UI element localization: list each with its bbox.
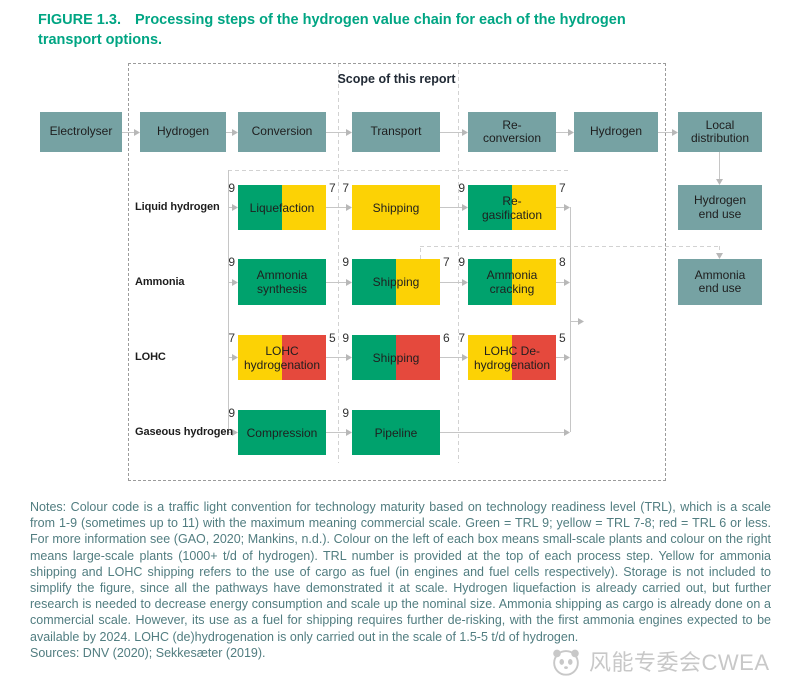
trl-number: 9	[228, 406, 235, 420]
chain-box-local-distribution: Local distribution	[678, 112, 762, 152]
trl-number: 7	[228, 331, 235, 345]
process-label: Re-gasification	[481, 193, 543, 222]
process-box-lohc-dehydrogenation: LOHC De-hydrogenation	[468, 335, 556, 380]
chain-box-label: Re-conversion	[482, 117, 542, 145]
trl-number: 9	[342, 255, 349, 269]
process-label: Ammonia synthesis	[256, 268, 308, 296]
row-label-gaseous-hydrogen: Gaseous hydrogen	[135, 426, 234, 438]
chain-box-label: Hydrogen	[589, 124, 643, 139]
trl-number: 7	[443, 255, 450, 269]
trl-number: 9	[342, 331, 349, 345]
chain-box-label: Conversion	[251, 124, 313, 139]
trl-number: 9	[458, 255, 465, 269]
trl-number: 5	[559, 331, 566, 345]
process-box-regasification: Re-gasification	[468, 185, 556, 230]
box-ammonia-end-use: Ammonia end use	[678, 259, 762, 305]
figure-number: FIGURE 1.3.	[38, 12, 121, 28]
figure-title-line2: transport options.	[38, 32, 163, 48]
chain-box-transport: Transport	[352, 112, 440, 152]
scope-box	[128, 63, 666, 481]
process-label: Ammonia cracking	[486, 268, 538, 296]
process-box-lohc-shipping: Shipping	[352, 335, 440, 380]
trl-number: 7	[458, 331, 465, 345]
chain-box-label: Electrolyser	[49, 124, 113, 139]
process-label: Shipping	[372, 275, 420, 289]
panda-logo-icon	[553, 649, 579, 676]
process-label: Pipeline	[374, 425, 418, 440]
end-use-label: Ammonia end use	[694, 267, 746, 295]
figure-sources: Sources: DNV (2020); Sekkesæter (2019).	[30, 645, 266, 660]
row-label-lohc: LOHC	[135, 351, 166, 363]
process-box-pipeline: Pipeline	[352, 410, 440, 455]
process-box-compression: Compression	[238, 410, 326, 455]
trl-number: 9	[342, 406, 349, 420]
trl-number: 9	[228, 255, 235, 269]
trl-number: 5	[329, 331, 336, 345]
process-label: LOHC hydrogenation	[243, 343, 321, 372]
chain-box-label: Transport	[370, 124, 422, 139]
process-box-lh2-shipping: Shipping	[352, 185, 440, 230]
watermark-text: 风能专委会CWEA	[589, 650, 770, 675]
process-box-lohc-hydrogenation: LOHC hydrogenation	[238, 335, 326, 380]
chain-box-hydrogen-2: Hydrogen	[574, 112, 658, 152]
box-hydrogen-end-use: Hydrogen end use	[678, 185, 762, 230]
chain-box-hydrogen: Hydrogen	[140, 112, 226, 152]
process-label: Liquefaction	[249, 200, 315, 215]
process-label: Compression	[246, 425, 318, 440]
figure-notes: Notes: Colour code is a traffic light co…	[30, 500, 771, 644]
trl-number: 8	[559, 255, 566, 269]
scope-label: Scope of this report	[337, 72, 456, 86]
chain-box-conversion: Conversion	[238, 112, 326, 152]
chain-box-label: Hydrogen	[156, 124, 210, 139]
notes-block: Notes: Colour code is a traffic light co…	[30, 499, 771, 661]
chain-box-reconversion: Re-conversion	[468, 112, 556, 152]
process-label: LOHC De-hydrogenation	[473, 343, 551, 372]
figure-title: FIGURE 1.3. Processing steps of the hydro…	[38, 10, 760, 50]
process-box-ammonia-shipping: Shipping	[352, 259, 440, 305]
figure-title-line1: Processing steps of the hydrogen value c…	[135, 12, 626, 28]
process-box-ammonia-synthesis: Ammonia synthesis	[238, 259, 326, 305]
trl-number: 6	[443, 331, 450, 345]
row-label-liquid-hydrogen: Liquid hydrogen	[135, 201, 220, 213]
watermark: 风能专委会CWEA	[548, 643, 770, 679]
trl-number: 9	[228, 181, 235, 195]
process-box-liquefaction: Liquefaction	[238, 185, 326, 230]
row-label-ammonia: Ammonia	[135, 276, 185, 288]
end-use-label: Hydrogen end use	[693, 193, 747, 221]
chain-box-label: Local distribution	[690, 117, 750, 145]
trl-number: 7	[342, 181, 349, 195]
chain-box-electrolyser: Electrolyser	[40, 112, 122, 152]
process-label: Shipping	[372, 200, 420, 215]
trl-number: 9	[458, 181, 465, 195]
trl-number: 7	[559, 181, 566, 195]
process-box-ammonia-cracking: Ammonia cracking	[468, 259, 556, 305]
process-label: Shipping	[372, 350, 420, 365]
trl-number: 7	[329, 181, 336, 195]
